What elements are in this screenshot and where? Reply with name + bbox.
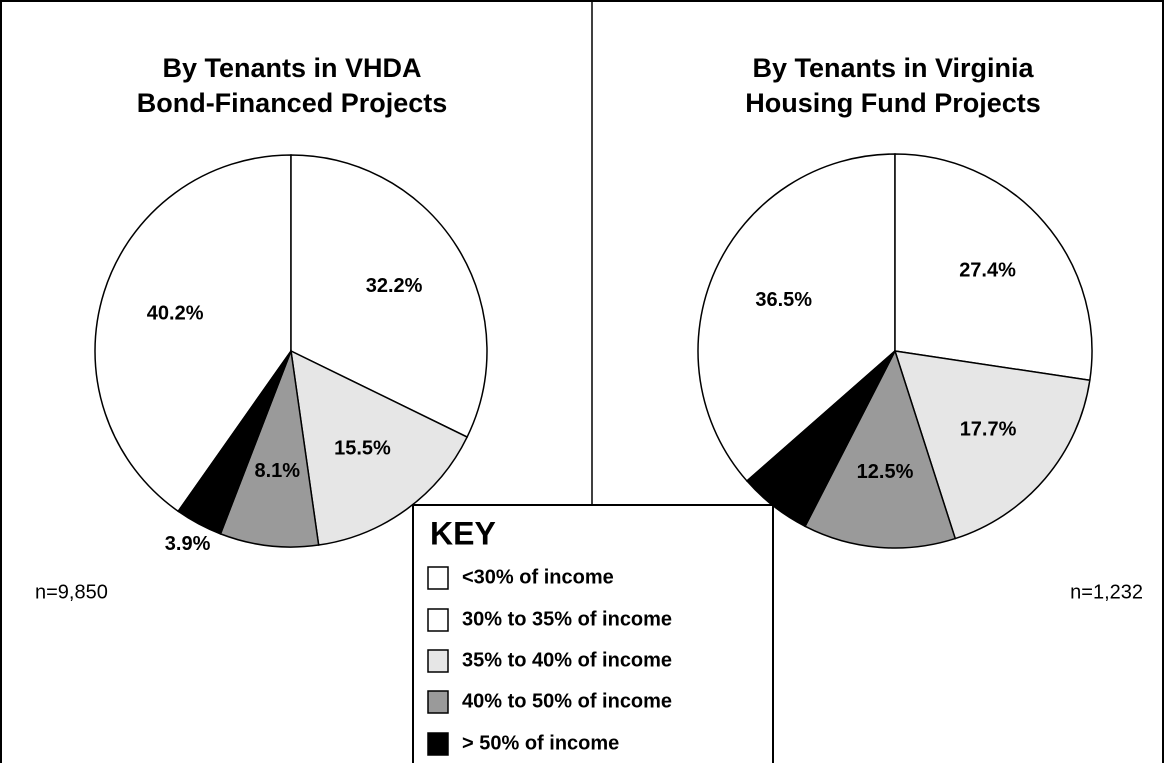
chart-title: By Tenants in VHDA <box>162 53 421 83</box>
legend-swatch <box>427 732 449 756</box>
legend-label: 30% to 35% of income <box>462 608 672 630</box>
data-label: 6.0% <box>775 464 821 486</box>
pie-slice <box>177 350 292 535</box>
chart-title: Bond-Financed Projects <box>137 88 448 118</box>
legend-label: <30% of income <box>462 566 614 588</box>
sample-size: n=9,850 <box>35 581 108 603</box>
pie-slice <box>697 153 896 482</box>
pie-slice <box>893 350 1091 540</box>
data-label: 32.2% <box>366 275 423 297</box>
data-label: 8.1% <box>254 460 300 482</box>
chart-title: Housing Fund Projects <box>745 88 1041 118</box>
pie-slice <box>290 154 488 439</box>
legend-swatch <box>427 649 449 673</box>
legend-label: 35% to 40% of income <box>462 649 672 671</box>
data-label: 15.5% <box>334 438 391 460</box>
sample-size: n=1,232 <box>1070 581 1143 603</box>
pie-slice <box>94 154 292 513</box>
legend-title: KEY <box>430 515 496 551</box>
pie-slice <box>804 349 957 549</box>
data-label: 3.9% <box>165 533 211 555</box>
pie-slice <box>290 349 469 546</box>
legend-swatch <box>427 690 449 714</box>
data-label: 36.5% <box>755 289 812 311</box>
legend: KEY <30% of income 30% to 35% of income 35%… <box>427 515 672 756</box>
data-label: 27.4% <box>959 260 1016 282</box>
chart-title: By Tenants in Virginia <box>752 53 1034 83</box>
data-label: 17.7% <box>960 418 1017 440</box>
legend-label: 40% to 50% of income <box>462 690 672 712</box>
legend-swatch <box>427 608 449 632</box>
pie-slice <box>894 153 1093 382</box>
legend-label: > 50% of income <box>462 732 619 754</box>
data-label: 40.2% <box>147 303 204 325</box>
legend-swatch <box>427 566 449 590</box>
data-label: 12.5% <box>857 461 914 483</box>
pies: By Tenants in VHDA Bond-Financed Projects… <box>35 53 1143 603</box>
pie-slice <box>219 348 320 548</box>
legend-box <box>412 504 774 763</box>
